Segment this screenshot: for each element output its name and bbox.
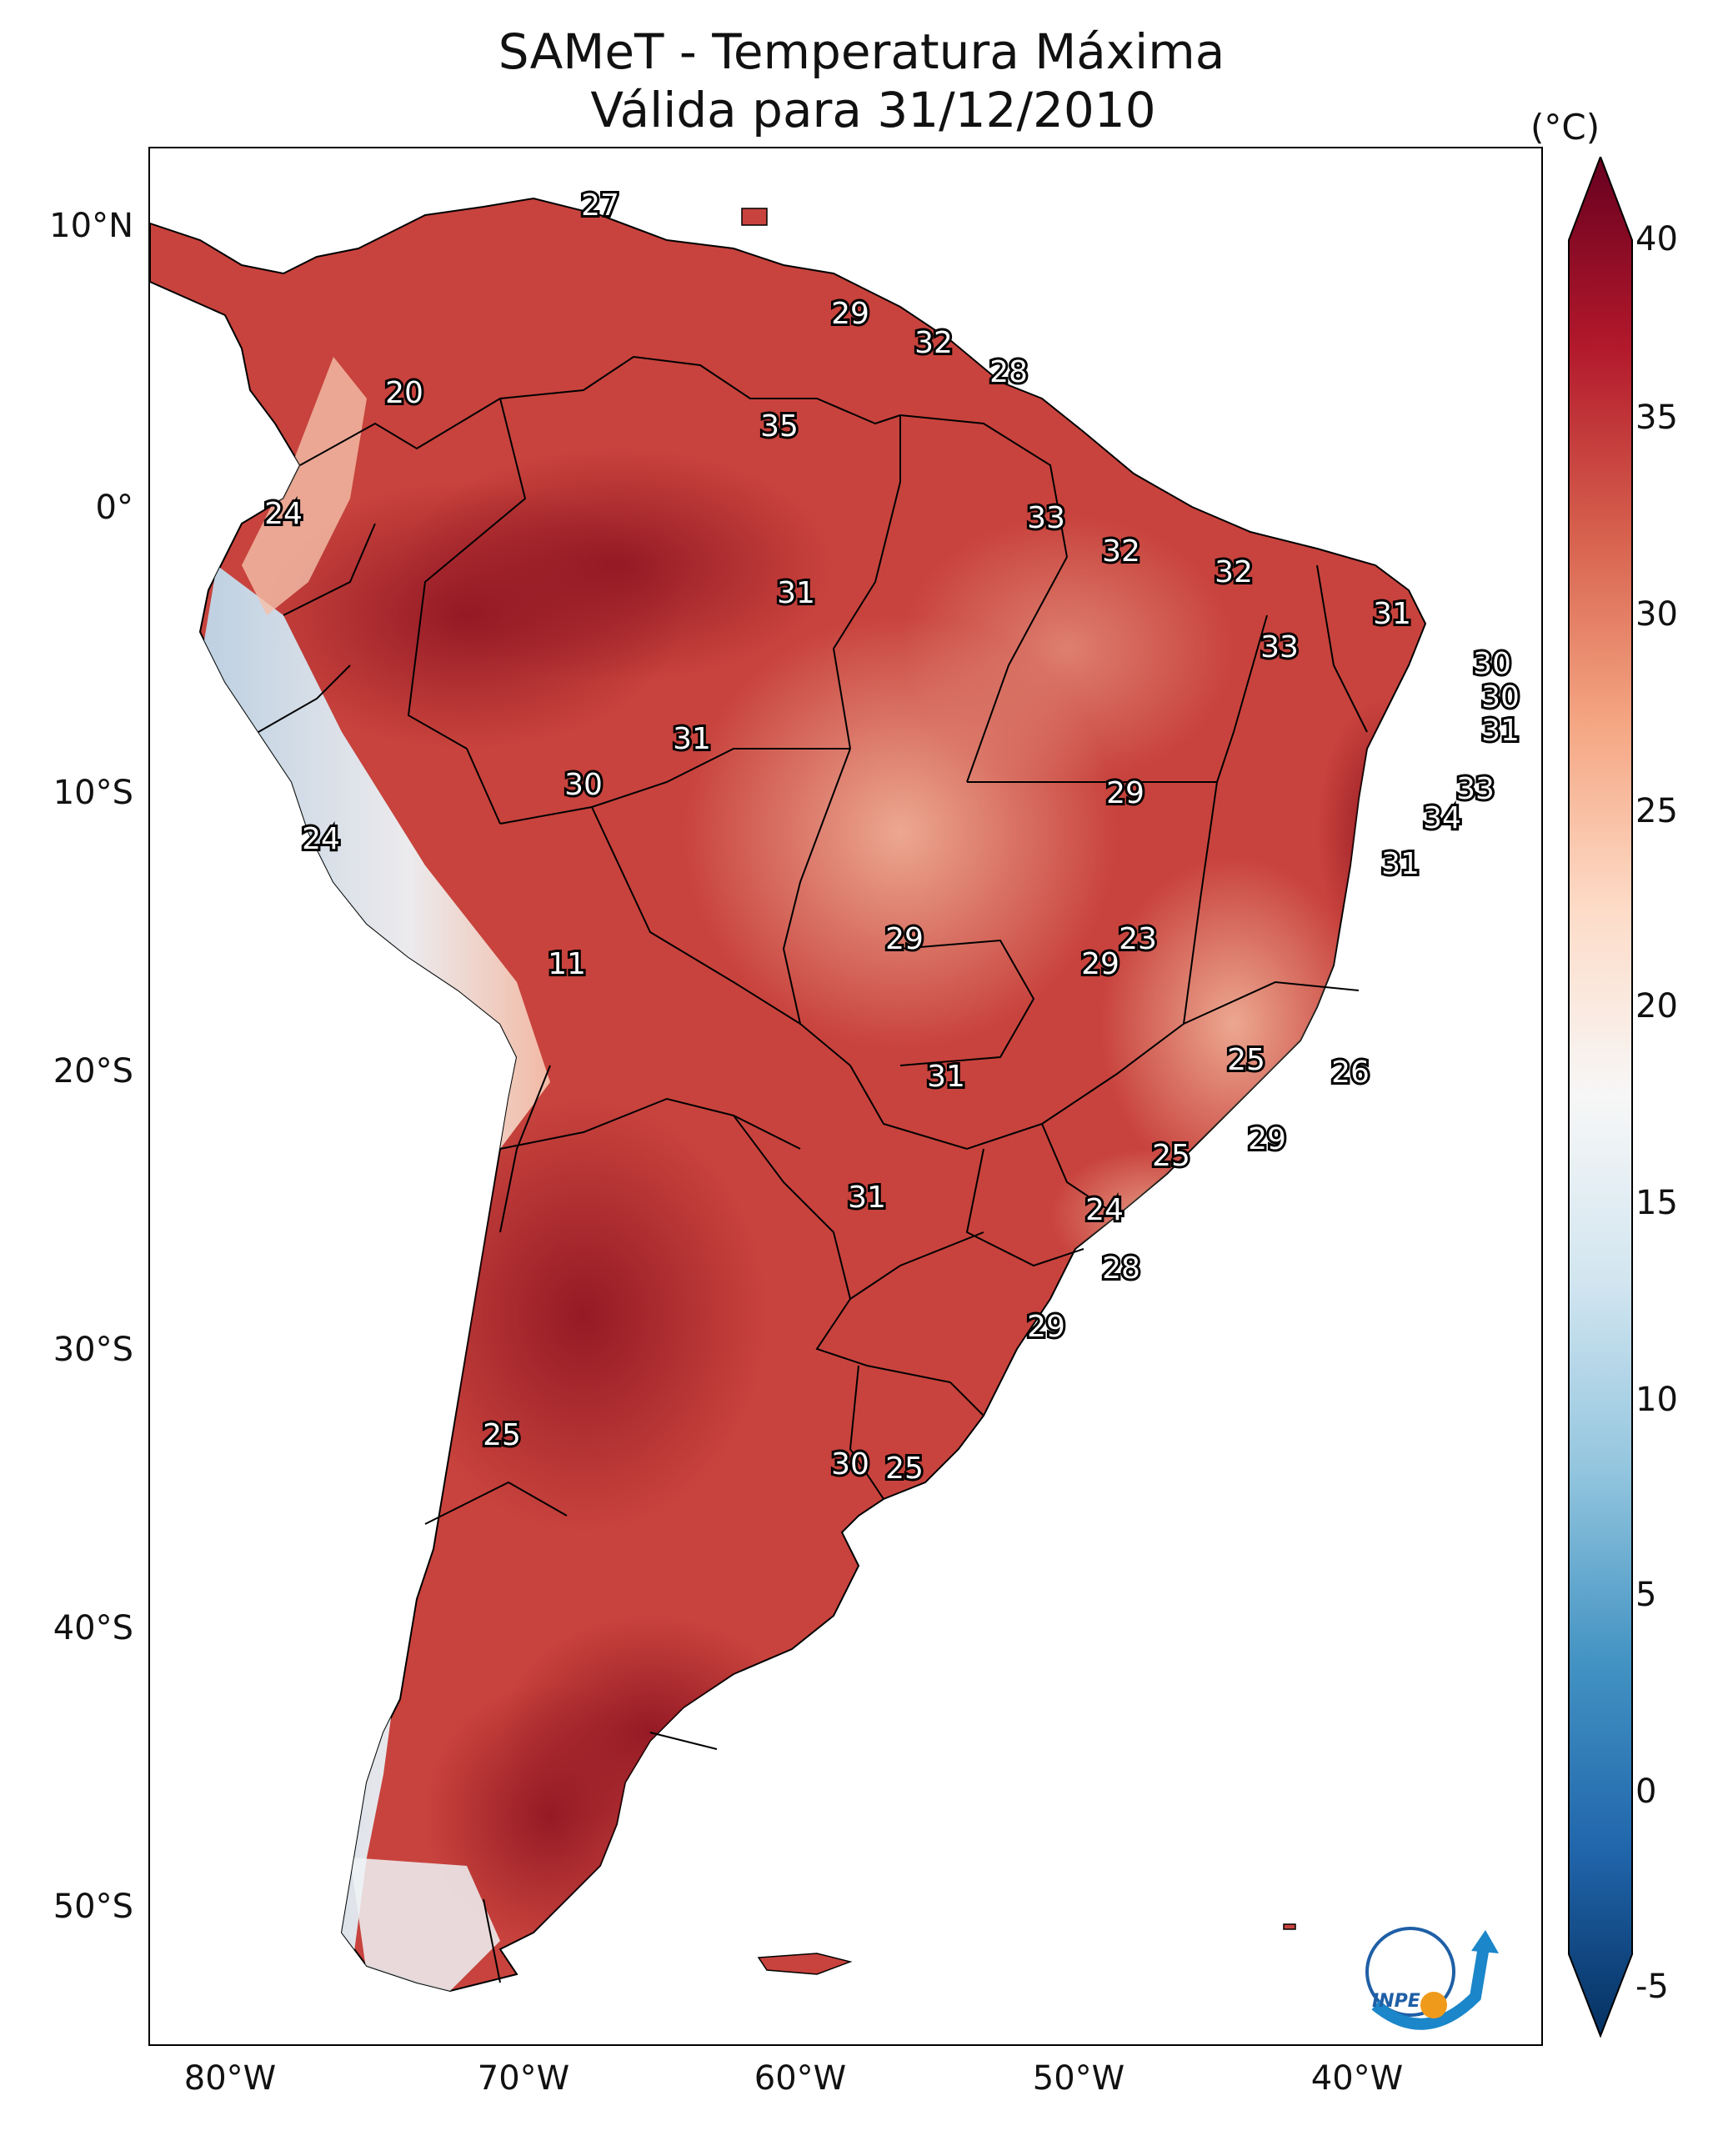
lon-label-40w: 40°W bbox=[1310, 2059, 1404, 2098]
annotation-santa-catarina: 28 bbox=[1102, 1251, 1140, 1286]
annotation-alagoas: 33 bbox=[1456, 772, 1495, 806]
colorbar-tick-25: 25 bbox=[1635, 792, 1678, 830]
lat-label-50s: 50°S bbox=[53, 1888, 133, 1926]
lon-label-80w: 80°W bbox=[183, 2059, 277, 2098]
annotation-suriname: 32 bbox=[914, 326, 953, 360]
annotation-piaui: 33 bbox=[1260, 630, 1299, 664]
colorbar-tick-5: 5 bbox=[1635, 1576, 1657, 1614]
colorbar-tick-0: 0 bbox=[1635, 1772, 1657, 1811]
annotation-mato-grosso-do-sul: 31 bbox=[927, 1060, 965, 1094]
annotation-rio-grande-do-sul: 29 bbox=[1027, 1310, 1065, 1344]
lat-label-30s: 30°S bbox=[53, 1331, 133, 1369]
annotation-para-coast: 32 bbox=[1102, 534, 1140, 569]
annotation-bahia: 31 bbox=[1381, 847, 1420, 881]
lat-label-10n: 10°N bbox=[49, 207, 133, 245]
colorbar-unit: (°C) bbox=[1530, 107, 1600, 148]
inpe-logo-text: INPE bbox=[1372, 1991, 1420, 2012]
annotation-amazonas: 31 bbox=[777, 576, 815, 610]
lat-label-10s: 10°S bbox=[53, 774, 133, 812]
annotation-goias: 29 bbox=[1081, 947, 1119, 981]
annotation-paraguay: 31 bbox=[848, 1181, 886, 1215]
annotation-venezuela-north: 27 bbox=[581, 188, 619, 223]
andes-cool-band bbox=[200, 565, 550, 1983]
annotation-tocantins: 29 bbox=[1106, 776, 1144, 810]
temperature-field bbox=[200, 357, 1425, 1991]
annotation-paraiba: 30 bbox=[1481, 680, 1520, 714]
annotation-sao-paulo: 25 bbox=[1152, 1139, 1190, 1173]
annotation-rio-grande-do-norte: 30 bbox=[1473, 647, 1511, 681]
annotation-french-guiana: 28 bbox=[989, 355, 1028, 389]
lat-label-0: 0° bbox=[95, 489, 133, 527]
map-title: SAMeT - Temperatura Máxima bbox=[498, 23, 1225, 80]
lon-label-60w: 60°W bbox=[754, 2059, 847, 2098]
annotation-mato-grosso: 29 bbox=[885, 922, 924, 956]
colorbar-body bbox=[1568, 157, 1633, 2038]
annotation-buenos-aires: 30 bbox=[831, 1447, 869, 1482]
political-borders bbox=[258, 355, 1368, 1983]
annotation-amapa: 33 bbox=[1027, 501, 1065, 535]
annotation-ecuador: 24 bbox=[264, 497, 303, 531]
annotation-pernambuco: 31 bbox=[1481, 714, 1520, 748]
annotation-guyana: 29 bbox=[831, 297, 869, 331]
annotation-acre: 30 bbox=[564, 768, 603, 802]
annotation-bolivia-altiplano: 11 bbox=[548, 947, 586, 981]
map-panel: 27 29 32 28 20 35 24 33 32 31 32 31 33 30 30 31 33 34 30 31… bbox=[148, 147, 1543, 2046]
annotation-sergipe: 34 bbox=[1423, 801, 1461, 835]
annotation-brasilia: 23 bbox=[1119, 922, 1157, 956]
annotation-parana: 24 bbox=[1085, 1193, 1124, 1227]
lat-label-40s: 40°S bbox=[53, 1609, 133, 1647]
colorbar bbox=[1568, 157, 1633, 2038]
lon-label-70w: 70°W bbox=[477, 2059, 570, 2098]
colorbar-tick-30: 30 bbox=[1635, 595, 1678, 634]
inpe-logo bbox=[1365, 1927, 1499, 2030]
annotation-espirito-santo: 26 bbox=[1331, 1055, 1370, 1090]
annotation-colombia-andes: 20 bbox=[385, 376, 423, 410]
annotation-chile-central: 25 bbox=[483, 1418, 521, 1452]
annotation-rio-de-janeiro: 29 bbox=[1248, 1122, 1286, 1156]
annotation-roraima: 35 bbox=[760, 409, 799, 444]
colorbar-tick-10: 10 bbox=[1635, 1381, 1678, 1419]
islands bbox=[741, 208, 1296, 1975]
colorbar-tick-15: 15 bbox=[1635, 1184, 1678, 1222]
colorbar-tick-minus5: -5 bbox=[1635, 1968, 1669, 2006]
annotation-montevideo: 25 bbox=[885, 1452, 924, 1486]
annotation-rondonia: 31 bbox=[673, 722, 711, 756]
annotation-minas-gerais: 25 bbox=[1227, 1043, 1265, 1077]
lon-label-50w: 50°W bbox=[1032, 2059, 1125, 2098]
annotation-maranhao: 32 bbox=[1215, 555, 1253, 589]
colorbar-tick-40: 40 bbox=[1635, 220, 1678, 258]
colorbar-tick-35: 35 bbox=[1635, 399, 1678, 437]
annotation-ceara: 31 bbox=[1373, 597, 1411, 631]
map-subtitle: Válida para 31/12/2010 bbox=[590, 82, 1156, 138]
lat-label-20s: 20°S bbox=[53, 1052, 133, 1091]
colorbar-tick-20: 20 bbox=[1635, 987, 1678, 1025]
annotation-peru-andes: 24 bbox=[302, 822, 340, 856]
